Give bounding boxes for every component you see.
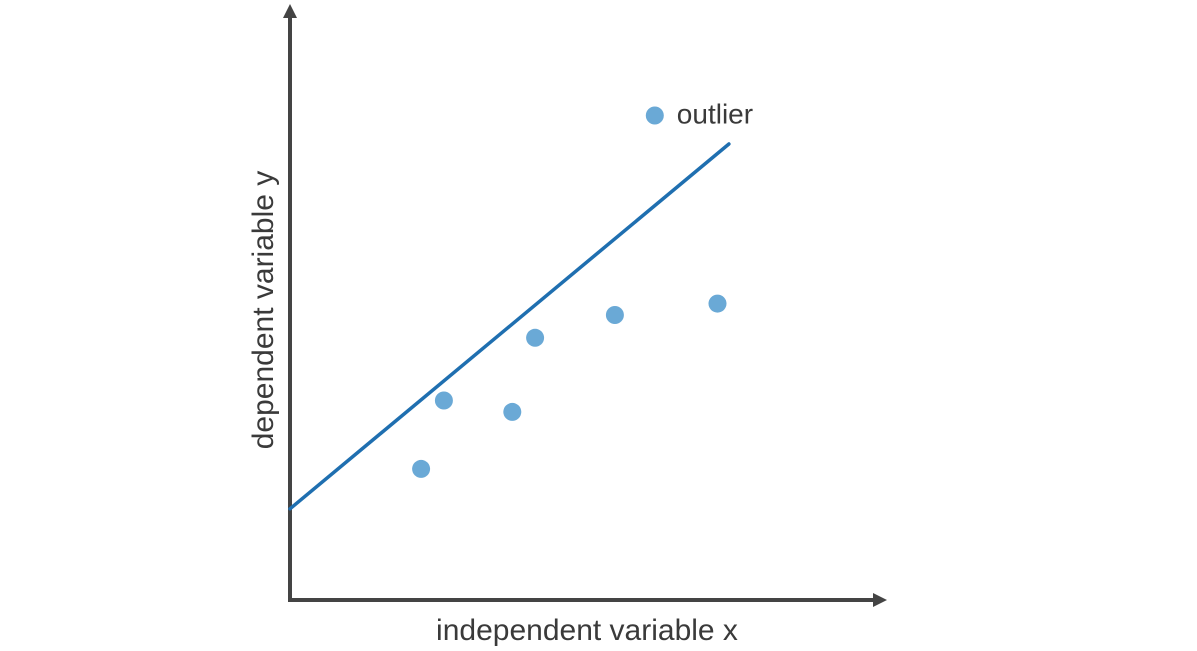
regression-line [288, 142, 731, 511]
data-points [412, 106, 727, 478]
data-point-6 [708, 294, 727, 313]
outlier-label: outlier [677, 99, 753, 130]
y-axis-title: dependent variable y [247, 171, 280, 450]
data-point-7 [645, 106, 664, 125]
x-axis-title: independent variable x [436, 614, 738, 647]
data-point-3 [503, 402, 522, 421]
data-point-5 [605, 306, 624, 324]
data-point-1 [412, 459, 431, 478]
data-point-2 [434, 391, 453, 410]
data-point-4 [526, 328, 545, 347]
